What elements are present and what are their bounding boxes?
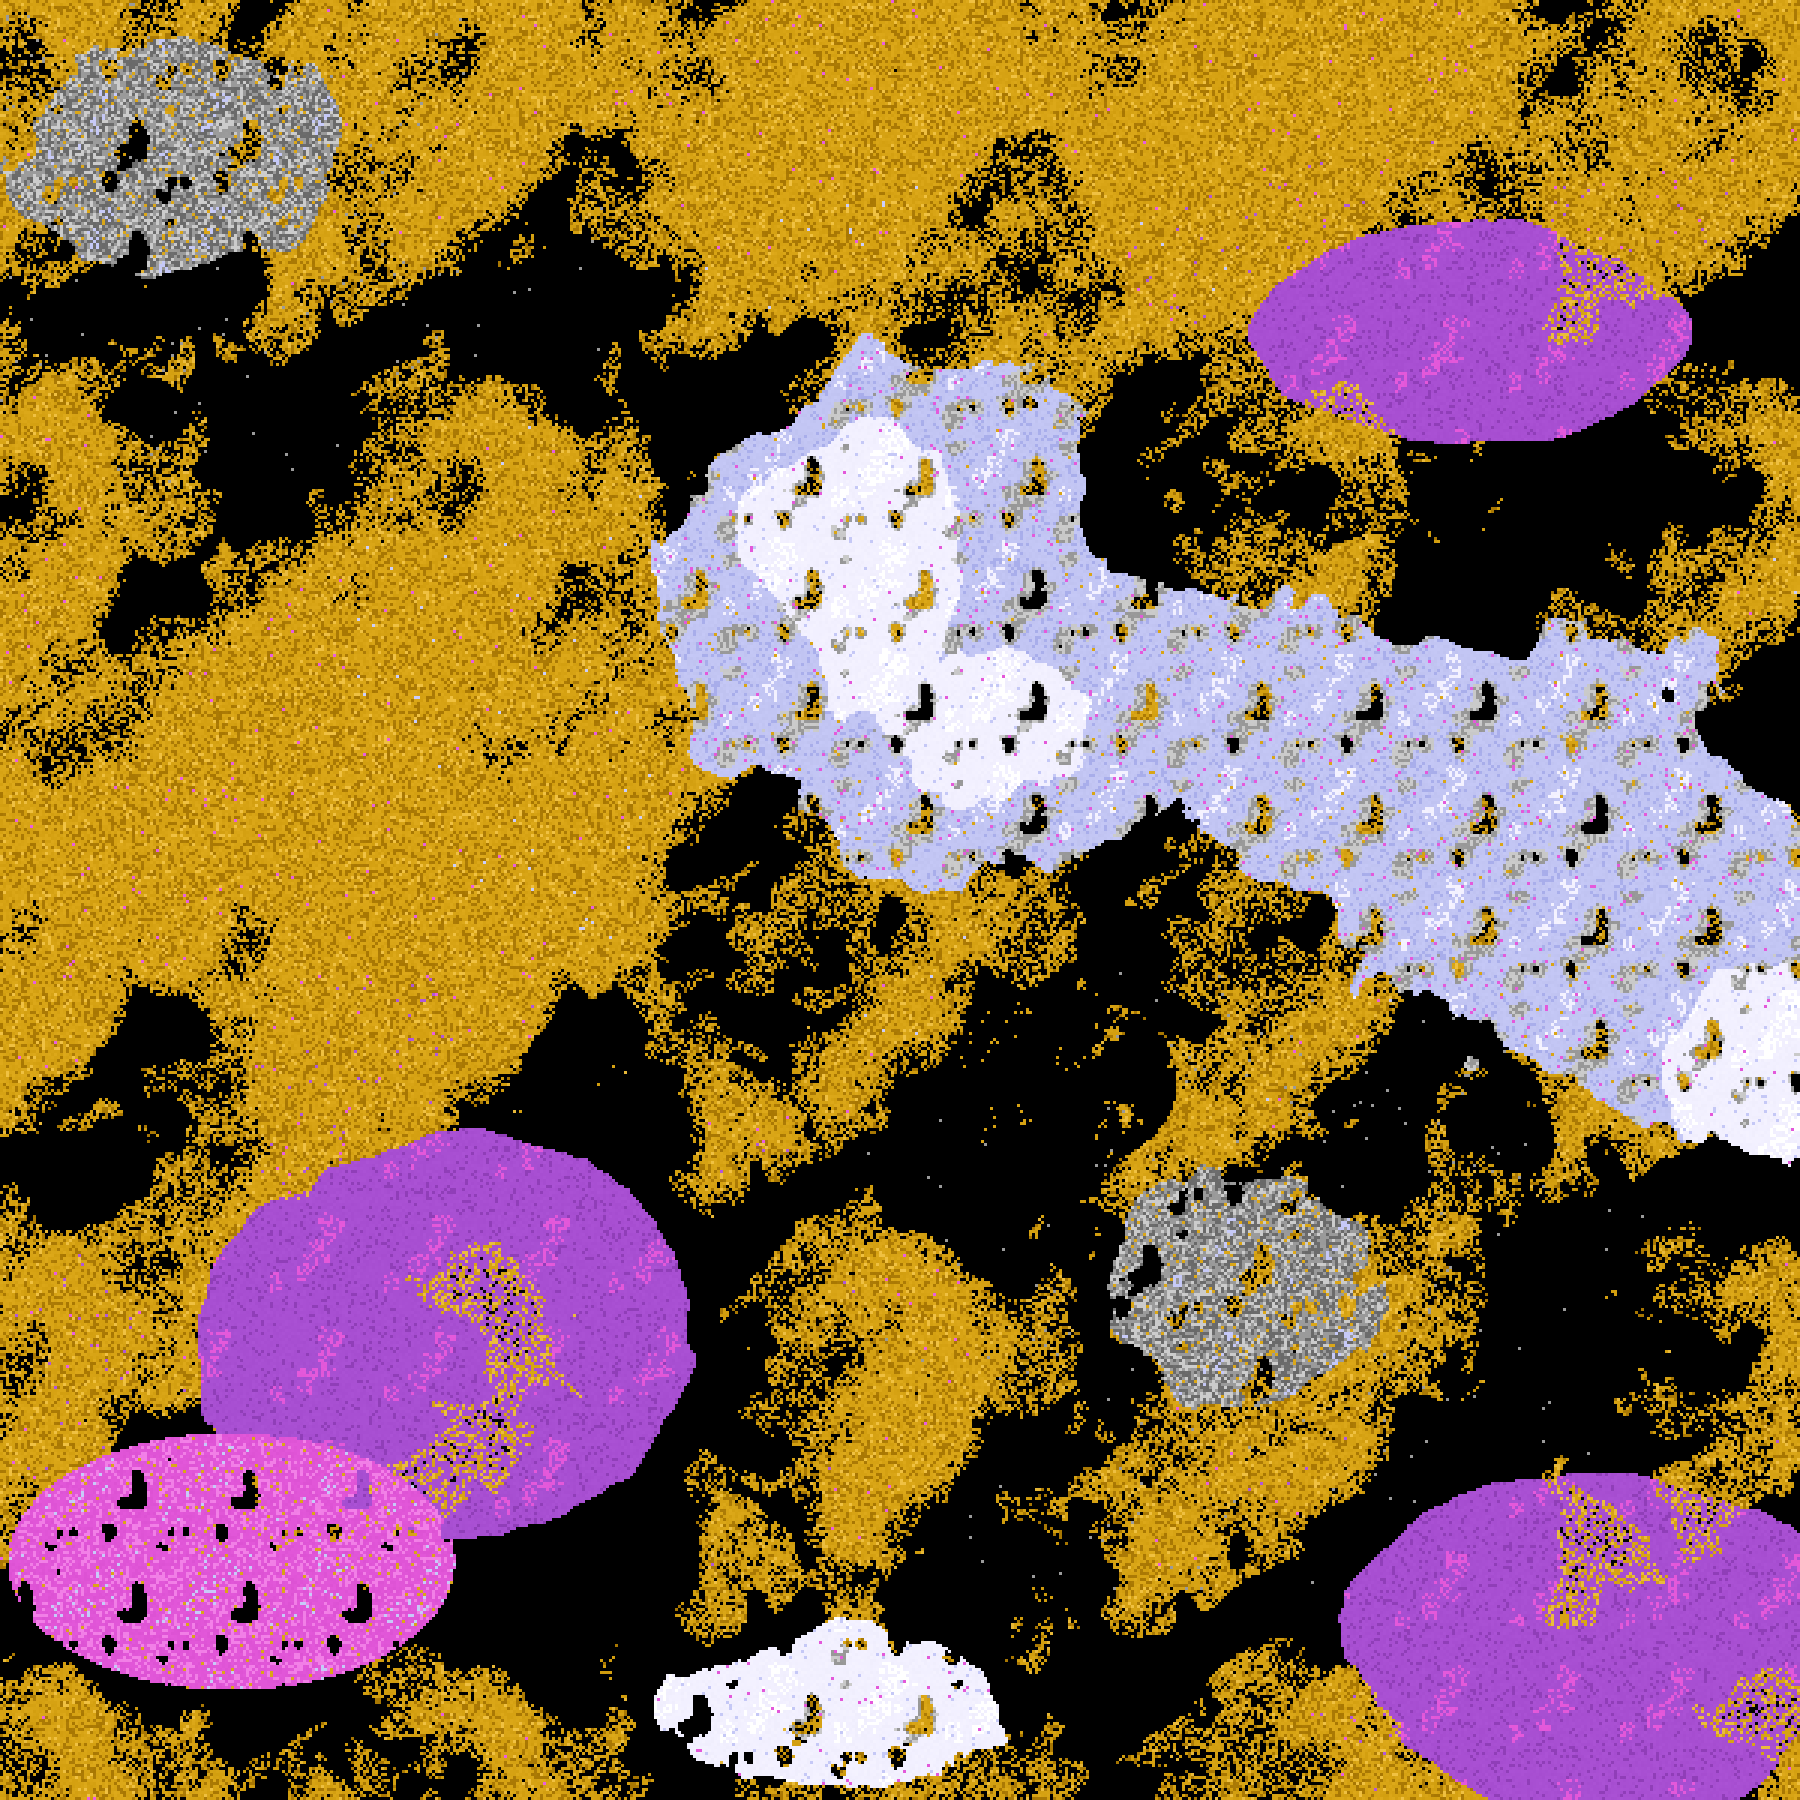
satellite-image-viewport [0, 0, 1800, 1800]
false-color-raster-canvas [0, 0, 1800, 1800]
